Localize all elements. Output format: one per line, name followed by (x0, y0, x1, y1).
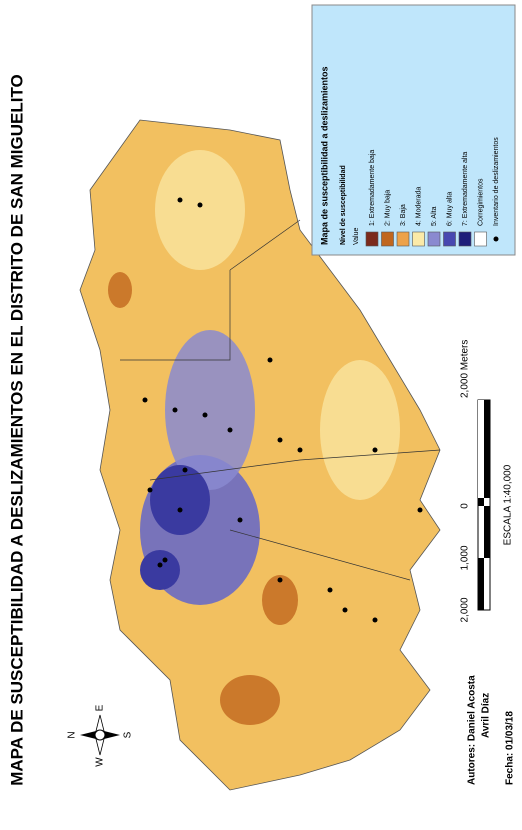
legend-swatch (381, 231, 394, 247)
legend-swatch (493, 236, 499, 242)
compass-rose (80, 714, 120, 756)
legend-swatch (396, 231, 410, 247)
scale-bar (477, 399, 491, 611)
scale-label: 0 (460, 503, 471, 509)
legend-label: Corregimientos (477, 178, 484, 226)
legend-label: 6: Muy alta (446, 192, 453, 226)
legend-subtitle: Nivel de susceptibilidad (340, 165, 347, 245)
legend-field: Value (353, 228, 360, 245)
legend-swatch (427, 231, 441, 247)
compass-north: N (67, 731, 78, 738)
authors: Autores: Daniel Acosta (467, 675, 478, 785)
district-area (79, 119, 441, 791)
legend-box (311, 4, 516, 256)
scale-units: 2,000 Meters (460, 340, 471, 398)
scale-label: 2,000 (460, 597, 471, 622)
susceptibility-patches (108, 150, 400, 725)
legend-label: 2: Muy baja (384, 190, 391, 226)
legend-swatch (365, 231, 379, 247)
scale-label: 1,000 (460, 545, 471, 570)
legend-label: 7: Extremadamente alta (462, 152, 469, 226)
legend-items: 1: Extremadamente baja 2: Muy baja 3: Baja… (365, 137, 500, 247)
compass-south: S (123, 731, 134, 738)
legend-swatch (412, 231, 425, 247)
legend-title: Mapa de susceptibilidad a deslizamientos (319, 66, 329, 245)
legend-swatch (458, 231, 472, 247)
legend-swatch (443, 231, 456, 247)
legend-label: 5: Alta (431, 206, 438, 226)
legend-label: 1: Extremadamente baja (369, 150, 376, 226)
compass-west: W (95, 757, 106, 767)
compass-east: E (95, 704, 106, 711)
legend-label: 4: Moderada (415, 187, 422, 226)
map-layout: MAPA DE SUSCEPTIBILIDAD A DESLIZAMIENTOS… (7, 4, 516, 791)
scale-ratio: ESCALA 1:40,000 (503, 464, 514, 545)
legend-swatch (474, 231, 487, 247)
corregimiento-borders (120, 219, 441, 581)
date: Fecha: 01/03/18 (505, 711, 516, 785)
legend-label: 3: Baja (400, 204, 407, 226)
landslide-points (142, 197, 423, 623)
coauthor: Avril Díaz (481, 693, 492, 738)
map-title: MAPA DE SUSCEPTIBILIDAD A DESLIZAMIENTOS… (7, 74, 26, 786)
legend-label: Inventario de deslizamientos (493, 137, 500, 226)
